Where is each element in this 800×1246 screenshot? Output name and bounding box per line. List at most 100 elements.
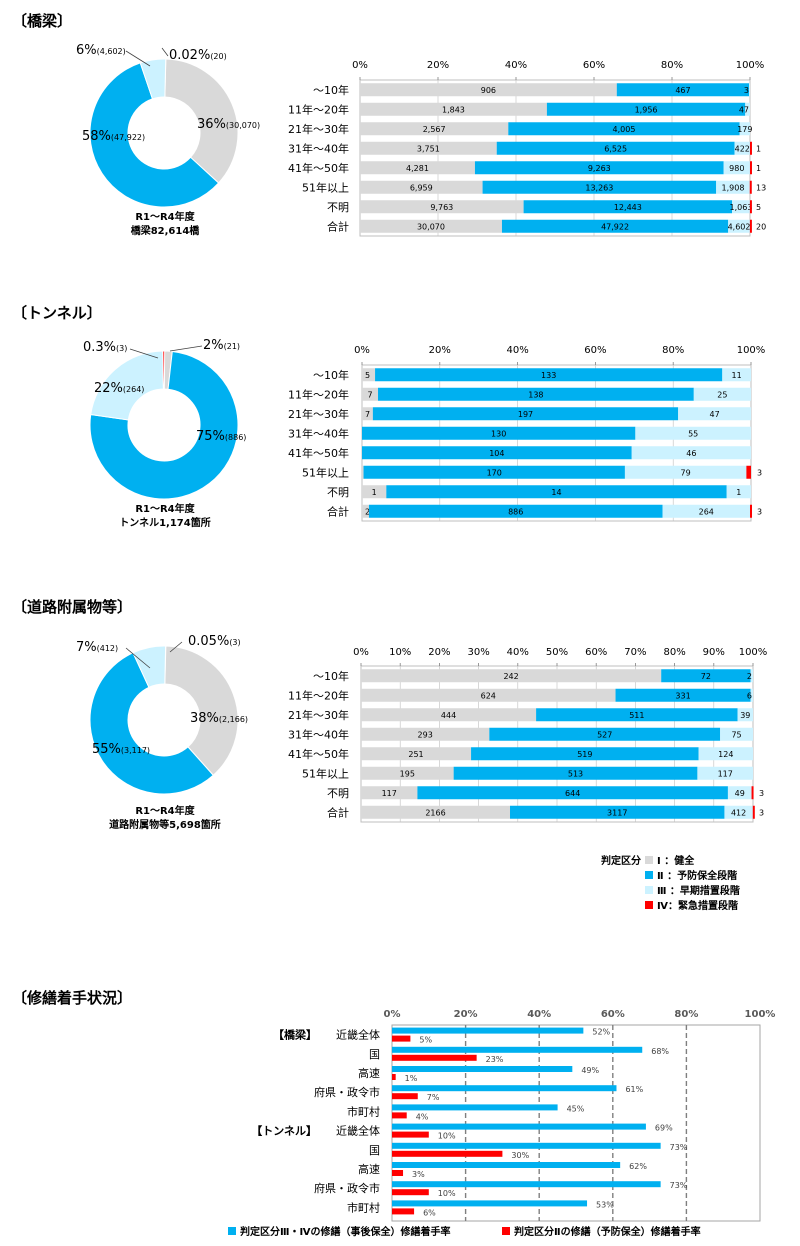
donut-label-tunnel-iv: 0.3%(3) [83,340,127,355]
donut-label-bridge-iii: 6%(4,602) [76,43,126,58]
donut-caption-tunnel-period: R1～R4年度 [135,502,195,515]
donut-caption-bridge-period: R1～R4年度 [135,210,195,223]
repair-bar-iv-5 [392,1131,429,1138]
tick-label-bridge-3: 60% [583,60,605,71]
repair-bar-label-iv-6: 30% [511,1151,529,1160]
repair-bar-iv-8 [392,1189,429,1196]
legend-swatch-iv [645,901,653,909]
category-label-facilities-3: 31年～40年 [288,727,349,741]
tick-label-tunnel-4: 80% [662,345,684,356]
category-label-tunnel-5: 51年以上 [302,465,349,479]
repair-bar-label-ii-5: 69% [655,1124,673,1133]
bar-value-label-facilities-i-7: 2166 [425,808,445,817]
bar-value-label-bridge-iii-7: 4,602 [728,222,751,231]
category-label-facilities-7: 合計 [327,805,349,819]
bar-segment-bridge-ii-0 [616,83,750,97]
bar-value-label-facilities-iii-4: 124 [718,750,733,759]
bar-value-label-facilities-i-0: 242 [503,672,518,681]
bar-segment-facilities-ii-4 [471,747,699,761]
bar-segment-tunnel-iii-0 [722,368,751,382]
category-label-bridge-2: 21年～30年 [288,122,349,136]
repair-bar-label-ii-9: 53% [596,1200,614,1209]
tick-label-facilities-7: 70% [624,647,646,658]
repair-bar-label-ii-1: 68% [651,1047,669,1056]
bar-value-label-facilities-ii-2: 511 [629,711,644,720]
bar-segment-facilities-ii-5 [453,766,698,780]
bar-value-label-bridge-i-1: 1,843 [442,105,465,114]
bar-segment-bridge-iii-5 [716,180,750,194]
bar-segment-facilities-i-6 [361,786,418,800]
category-label-tunnel-4: 41年～50年 [288,446,349,460]
repair-bar-label-iv-8: 10% [438,1189,456,1198]
bar-segment-facilities-iii-1 [750,688,753,702]
bar-segment-tunnel-ii-6 [386,485,727,499]
repair-bar-label-ii-6: 73% [670,1143,688,1152]
tick-label-facilities-4: 40% [507,647,529,658]
tick-label-bridge-1: 20% [427,60,449,71]
bar-segment-facilities-iv-7 [752,805,755,819]
tick-label-repair-3: 60% [601,1009,625,1020]
bar-segment-facilities-iii-5 [697,766,753,780]
category-label-bridge-3: 31年～40年 [288,141,349,155]
bar-value-label-bridge-ii-7: 47,922 [601,222,629,231]
bar-value-label-tunnel-i-1: 7 [367,390,372,399]
donut-leader-facilities-iv [169,641,183,653]
tick-label-repair-1: 20% [454,1009,478,1020]
bar-value-label-bridge-i-3: 3,751 [417,144,440,153]
donut-label-bridge-ii: 58%(47,922) [82,129,145,144]
bar-value-label-tunnel-ii-6: 14 [551,488,561,497]
repair-bar-iv-3 [392,1093,418,1100]
bar-value-label-tunnel-iii-5: 79 [681,468,691,477]
bar-segment-facilities-ii-3 [489,727,721,741]
repair-bar-ii-3 [392,1085,617,1092]
repair-bar-label-ii-8: 73% [670,1181,688,1190]
bar-value-label-bridge-i-6: 9,763 [430,203,453,212]
bar-value-label-tunnel-iii-4: 46 [686,449,696,458]
bar-segment-bridge-iv-7 [749,219,752,233]
bar-value-label-facilities-ii-7: 3117 [607,808,627,817]
repair-bar-ii-9 [392,1200,588,1207]
bar-value-label-bridge-iv-6: 5 [756,203,761,212]
repair-bar-iv-9 [392,1208,415,1215]
bar-value-label-tunnel-iii-6: 1 [736,488,741,497]
tick-label-facilities-5: 50% [546,647,568,658]
legend-label-iii: Ⅲ ：早期措置段階 [657,884,740,897]
repair-bar-label-ii-3: 61% [625,1085,643,1094]
donut-slice-bridge-i [164,58,239,184]
donut-caption-bridge-total: 橋梁82,614橋 [131,224,201,237]
bar-segment-tunnel-iii-1 [693,387,751,401]
bar-value-label-tunnel-iii-1: 25 [717,390,727,399]
category-label-tunnel-6: 不明 [327,486,349,499]
bar-value-label-facilities-ii-4: 519 [577,750,592,759]
bar-value-label-bridge-iii-4: 980 [729,164,744,173]
legend-swatch-i [645,856,653,864]
bar-value-label-tunnel-ii-5: 170 [487,468,502,477]
bar-value-label-facilities-i-6: 117 [382,789,397,798]
tick-label-repair-4: 80% [674,1009,698,1020]
bar-value-label-tunnel-ii-7: 886 [508,507,523,516]
category-label-facilities-0: ～10年 [313,669,349,683]
bar-segment-facilities-ii-7 [510,805,725,819]
bar-segment-bridge-i-6 [360,200,524,214]
bar-value-label-tunnel-ii-1: 138 [528,390,543,399]
bar-value-label-bridge-i-4: 4,281 [406,164,429,173]
tick-label-facilities-6: 60% [585,647,607,658]
bar-segment-bridge-ii-6 [523,200,733,214]
bar-segment-facilities-i-1 [361,688,616,702]
repair-bar-iv-1 [392,1054,477,1061]
donut-label-bridge-i: 36%(30,070) [197,117,260,132]
repair-bar-iv-0 [392,1035,411,1042]
bar-value-label-facilities-ii-1: 331 [675,691,690,700]
bar-segment-facilities-i-0 [361,669,662,683]
bar-value-label-bridge-i-7: 30,070 [417,222,445,231]
bar-value-label-bridge-i-2: 2,567 [423,125,446,134]
category-label-facilities-5: 51年以上 [302,766,349,780]
tick-label-tunnel-1: 20% [429,345,451,356]
bar-value-label-bridge-iii-3: 422 [735,144,750,153]
bar-segment-facilities-iii-3 [720,727,753,741]
category-label-tunnel-1: 11年～20年 [288,387,349,401]
legend-swatch-ii [645,871,653,879]
bar-segment-tunnel-i-1 [362,387,379,401]
donut-leader-bridge-iv [161,47,169,57]
donut-slice-facilities-i [164,645,239,776]
